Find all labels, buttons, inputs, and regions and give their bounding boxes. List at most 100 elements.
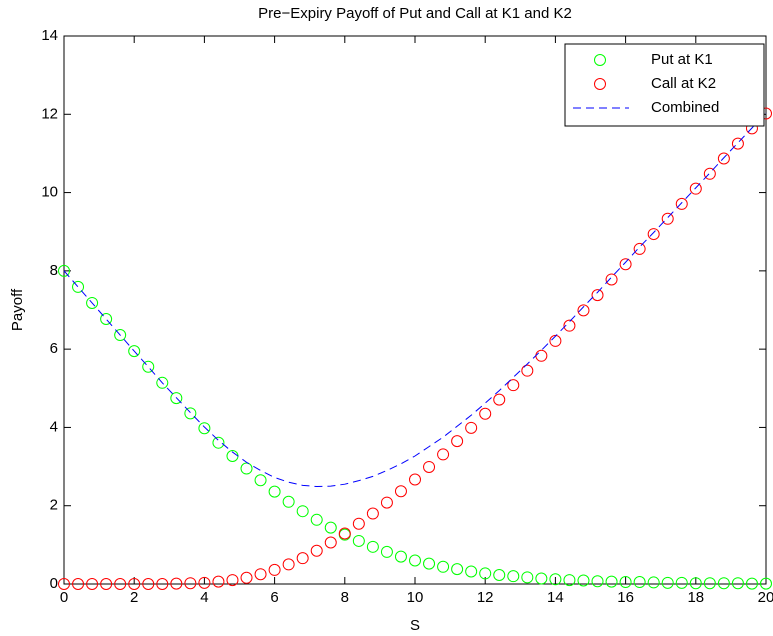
- data-point: [366, 540, 379, 553]
- data-point: [72, 578, 85, 590]
- data-point: [760, 577, 772, 590]
- x-tick-label: 6: [270, 589, 278, 606]
- legend-label: Put at K1: [651, 51, 713, 68]
- data-point: [184, 577, 197, 590]
- legend-box: [564, 43, 765, 127]
- y-tick-label: 2: [50, 497, 58, 514]
- data-point: [58, 578, 70, 590]
- data-point: [128, 345, 141, 358]
- data-point: [226, 574, 239, 587]
- data-point: [591, 289, 604, 302]
- data-point: [72, 280, 85, 293]
- data-point: [310, 544, 323, 557]
- data-point: [254, 474, 267, 487]
- data-point: [577, 304, 590, 317]
- data-point: [507, 379, 520, 392]
- data-point: [212, 575, 225, 588]
- data-point: [745, 577, 758, 590]
- data-point: [128, 578, 141, 590]
- data-point: [268, 485, 281, 498]
- data-point: [114, 578, 127, 590]
- data-point: [577, 574, 590, 587]
- data-point: [493, 568, 506, 581]
- data-point: [521, 571, 534, 584]
- data-point: [198, 576, 211, 589]
- data-point: [703, 577, 716, 590]
- data-point: [240, 571, 253, 584]
- data-point: [142, 360, 155, 373]
- y-tick-label: 6: [50, 340, 58, 357]
- data-point: [296, 552, 309, 565]
- data-point: [717, 577, 730, 590]
- data-point: [465, 421, 478, 434]
- data-point: [338, 527, 351, 540]
- data-point: [591, 575, 604, 588]
- data-point: [366, 507, 379, 520]
- x-tick-label: 8: [341, 589, 349, 606]
- data-point: [521, 364, 534, 377]
- x-tick-label: 4: [200, 589, 208, 606]
- x-tick-label: 18: [687, 589, 704, 606]
- data-point: [423, 460, 436, 473]
- x-tick-label: 0: [60, 589, 68, 606]
- y-tick-label: 10: [41, 184, 58, 201]
- y-tick-label: 4: [50, 418, 58, 435]
- data-point: [423, 557, 436, 570]
- data-point: [282, 558, 295, 571]
- legend-label: Combined: [651, 99, 719, 116]
- data-point: [437, 560, 450, 573]
- data-point: [254, 568, 267, 581]
- chart-title: Pre−Expiry Payoff of Put and Call at K1 …: [258, 5, 572, 22]
- legend-marker: [594, 54, 606, 66]
- data-point: [394, 485, 407, 498]
- data-point: [731, 137, 744, 150]
- data-point: [549, 573, 562, 586]
- data-point: [563, 319, 576, 332]
- data-point: [114, 329, 127, 342]
- data-point: [170, 392, 183, 405]
- data-point: [282, 495, 295, 508]
- data-point: [409, 473, 421, 486]
- data-point: [675, 197, 688, 210]
- data-point: [689, 577, 702, 590]
- data-point: [479, 407, 492, 420]
- data-point: [212, 436, 225, 449]
- data-point: [703, 167, 716, 180]
- data-point: [647, 228, 660, 241]
- data-point: [184, 407, 197, 420]
- data-point: [465, 565, 478, 578]
- y-tick-label: 0: [50, 575, 58, 592]
- data-point: [394, 550, 407, 563]
- data-point: [240, 462, 253, 475]
- data-point: [156, 578, 169, 590]
- data-point: [647, 576, 660, 589]
- data-point: [380, 545, 393, 558]
- data-point: [437, 448, 450, 461]
- data-point: [58, 264, 70, 277]
- data-point: [661, 576, 674, 589]
- series-line: [63, 112, 767, 488]
- data-point: [689, 182, 702, 195]
- data-point: [451, 435, 464, 448]
- legend-marker: [594, 78, 606, 90]
- data-point: [717, 152, 730, 165]
- data-point: [100, 578, 113, 590]
- y-tick-label: 8: [50, 262, 58, 279]
- y-axis-label: Payoff: [9, 288, 26, 331]
- data-point: [619, 576, 632, 589]
- data-point: [352, 534, 365, 547]
- data-point: [563, 574, 576, 587]
- y-tick-label: 14: [41, 27, 58, 44]
- legend-label: Call at K2: [651, 75, 716, 92]
- data-point: [605, 273, 618, 286]
- data-point: [535, 572, 548, 585]
- data-point: [310, 513, 323, 526]
- data-point: [324, 536, 337, 549]
- data-point: [507, 570, 520, 583]
- x-tick-label: 20: [758, 589, 773, 606]
- data-point: [409, 554, 421, 567]
- data-point: [619, 258, 632, 271]
- x-tick-label: 14: [547, 589, 564, 606]
- data-point: [633, 242, 646, 255]
